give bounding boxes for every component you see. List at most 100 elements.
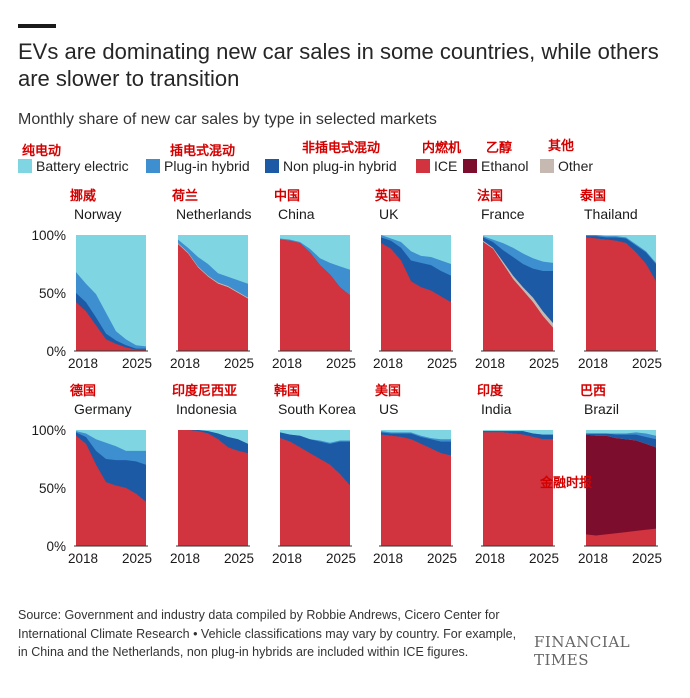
panel-germany: Germany 德国 2018 2025 0% 50% 100% [31,383,152,566]
panel-title-zh-germany: 德国 [70,383,96,399]
panel-south-korea: South Korea 韩国 2018 2025 [272,383,356,566]
panel-china: China 中国 2018 2025 [272,188,356,371]
legend-label-other: Other [558,158,594,174]
panel-indonesia: Indonesia 印度尼西亚 2018 2025 [170,383,254,566]
panel-title-brazil: Brazil [584,401,619,417]
panel-india: India 印度 2018 2025 [475,383,559,566]
panel-title-zh-uk: 英国 [374,188,401,204]
y-tick-label-0-row2: 0% [46,539,66,554]
legend-swatch-hev [265,159,279,173]
x-tick-label-end-south-korea: 2025 [326,551,356,566]
x-tick-label-end-china: 2025 [326,356,356,371]
legend-item-phev: Plug-in hybrid [146,158,250,174]
legend-annotation-ethanol: 乙醇 [486,141,513,156]
area-ice-france [483,241,553,351]
x-tick-label-start-china: 2018 [272,356,302,371]
panel-title-germany: Germany [74,401,132,417]
legend-item-ethanol: Ethanol [463,158,528,174]
legend-item-hev: Non plug-in hybrid [265,158,397,174]
panel-title-zh-norway: 挪威 [70,188,96,204]
area-ethanol-brazil [586,434,656,546]
legend-label-phev: Plug-in hybrid [164,158,250,174]
top-rule [18,24,56,28]
x-tick-label-start-brazil: 2018 [578,551,608,566]
x-tick-label-start-norway: 2018 [68,356,98,371]
panel-uk: UK 英国 2018 2025 [373,188,457,371]
legend-swatch-ethanol [463,159,477,173]
panel-title-zh-india: 印度 [477,383,504,399]
area-ice-indonesia [178,430,248,546]
x-tick-label-end-netherlands: 2025 [224,356,254,371]
x-tick-label-start-south-korea: 2018 [272,551,302,566]
x-tick-label-start-france: 2018 [475,356,505,371]
chart-subtitle: Monthly share of new car sales by type i… [18,111,437,128]
panel-title-south-korea: South Korea [278,401,356,417]
x-tick-label-end-germany: 2025 [122,551,152,566]
panel-title-zh-france: 法国 [477,188,503,204]
panel-title-france: France [481,206,525,222]
panel-title-china: China [278,206,315,222]
panel-title-zh-indonesia: 印度尼西亚 [172,383,237,399]
panel-netherlands: Netherlands 荷兰 2018 2025 [170,188,254,371]
legend-item-bev: Battery electric [18,158,129,174]
panel-title-zh-south-korea: 韩国 [274,383,300,399]
area-ice-thailand [586,237,656,351]
area-ice-china [280,239,350,351]
panel-title-zh-brazil: 巴西 [580,384,606,399]
x-tick-label-start-germany: 2018 [68,551,98,566]
x-tick-label-end-indonesia: 2025 [224,551,254,566]
area-ice-south-korea [280,438,350,546]
legend-annotation-other: 其他 [548,139,575,154]
legend-item-ice: ICE [416,158,457,174]
x-tick-label-start-indonesia: 2018 [170,551,200,566]
legend-swatch-phev [146,159,160,173]
panel-title-zh-thailand: 泰国 [579,188,606,204]
y-tick-label-100-row2: 100% [31,423,66,438]
area-ice-netherlands [178,244,248,351]
chart-title: EVs are dominating new car sales in some… [18,39,659,91]
watermark: 金融时报 [540,476,593,491]
legend-annotation-phev: 插电式混动 [170,144,236,159]
x-tick-label-start-netherlands: 2018 [170,356,200,371]
legend-annotation-hev: 非插电式混动 [302,141,381,156]
legend-annotation-bev: 纯电动 [22,144,62,159]
legend-label-hev: Non plug-in hybrid [283,158,397,174]
legend-swatch-other [540,159,554,173]
panel-france: France 法国 2018 2025 [475,188,559,371]
area-ice-india [483,432,553,546]
y-tick-label-100-row1: 100% [31,228,66,243]
x-tick-label-start-uk: 2018 [373,356,403,371]
panel-title-zh-china: 中国 [274,188,300,204]
area-ice-norway [76,302,146,351]
panel-norway: Norway 挪威 2018 2025 0% 50% 100% [31,188,152,371]
panel-title-netherlands: Netherlands [176,206,252,222]
source-note: Source: Government and industry data com… [18,608,517,659]
panel-title-zh-netherlands: 荷兰 [171,188,198,204]
panel-title-thailand: Thailand [584,206,638,222]
panel-title-indonesia: Indonesia [176,401,237,417]
y-tick-label-50-row1: 50% [39,286,66,301]
area-ice-germany [76,435,146,546]
y-tick-label-50-row2: 50% [39,481,66,496]
panel-brazil: Brazil 巴西 2018 2025 [578,384,662,566]
x-tick-label-end-brazil: 2025 [632,551,662,566]
area-ice-us [381,434,451,546]
panel-title-zh-us: 美国 [375,383,401,399]
panel-thailand: Thailand 泰国 2018 2025 [578,188,662,371]
legend-swatch-bev [18,159,32,173]
x-tick-label-end-us: 2025 [427,551,457,566]
panel-title-uk: UK [379,206,399,222]
area-ice-uk [381,243,451,351]
panel-title-norway: Norway [74,206,121,222]
x-tick-label-end-thailand: 2025 [632,356,662,371]
x-tick-label-end-norway: 2025 [122,356,152,371]
x-tick-label-end-france: 2025 [529,356,559,371]
legend-label-ethanol: Ethanol [481,158,529,174]
panel-us: US 美国 2018 2025 [373,383,457,566]
x-tick-label-end-india: 2025 [529,551,559,566]
brand-logo: FINANCIAL TIMES [534,633,631,669]
area-ice-brazil [586,528,656,546]
legend-swatch-ice [416,159,430,173]
panel-title-india: India [481,401,512,417]
legend-label-ice: ICE [434,158,458,174]
